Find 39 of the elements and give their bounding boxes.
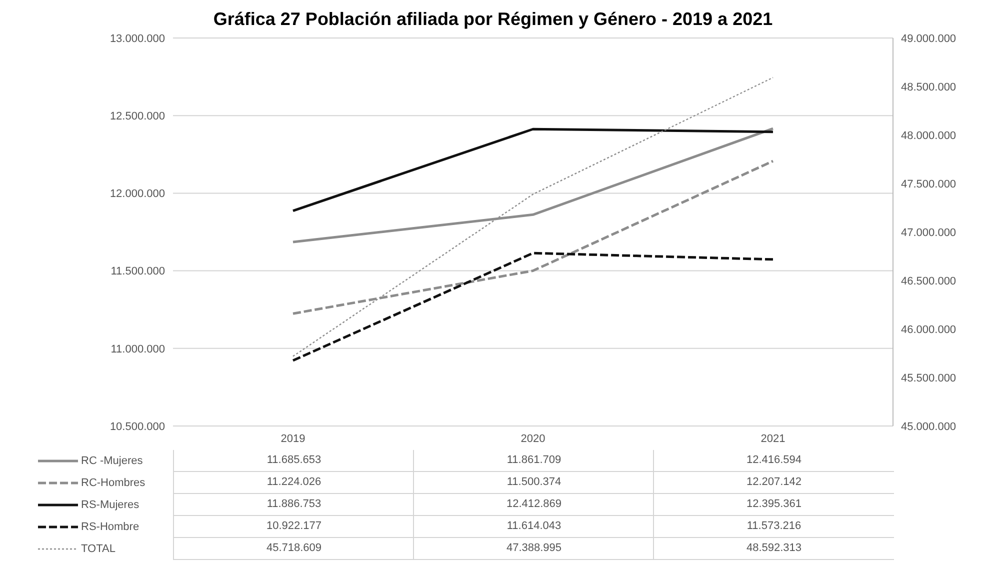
y2-tick-label: 48.000.000 [901, 130, 956, 142]
chart-title: Gráfica 27 Población afiliada por Régimen y Género - 2019 a 2021 [212, 8, 774, 30]
data-label: 11.573.216 [653, 516, 894, 538]
legend-label: RS-Mujeres [81, 499, 140, 511]
y-tick-label: 12.500.000 [110, 110, 165, 123]
data-label: 11.886.753 [173, 494, 414, 516]
y2-tick-label: 46.000.000 [901, 324, 956, 336]
y-tick-label: 10.500.000 [110, 420, 165, 433]
data-label: 12.395.361 [653, 494, 894, 516]
data-label: 12.416.594 [653, 450, 894, 472]
data-label: 11.500.374 [413, 472, 654, 494]
y-tick-label: 12.000.000 [110, 188, 165, 200]
data-label: 48.592.313 [653, 538, 894, 560]
data-label: 12.207.142 [653, 472, 894, 494]
y2-tick-label: 47.500.000 [901, 178, 956, 190]
y2-tick-label: 45.500.000 [901, 372, 956, 384]
x-tick-label: 2021 [760, 432, 786, 445]
y2-tick-label: 47.000.000 [901, 226, 956, 239]
y-tick-label: 13.000.000 [110, 32, 165, 45]
data-label: 11.861.709 [413, 450, 654, 472]
y2-tick-label: 46.500.000 [901, 275, 956, 288]
data-label: 11.614.043 [413, 516, 654, 538]
legend-label: RS-Hombre [81, 521, 140, 533]
y-tick-label: 11.000.000 [110, 343, 165, 356]
data-label: 47.388.995 [413, 538, 654, 560]
y2-tick-label: 45.000.000 [901, 420, 956, 433]
x-tick-label: 2019 [280, 432, 306, 445]
legend-label: RC-Hombres [81, 477, 146, 489]
data-label: 10.922.177 [173, 516, 414, 538]
data-label: 11.685.653 [173, 450, 414, 472]
y2-tick-label: 49.000.000 [901, 32, 956, 45]
legend-label: TOTAL [81, 543, 116, 555]
data-label: 45.718.609 [173, 538, 414, 560]
data-label: 12.412.869 [413, 494, 654, 516]
legend-label: RC -Mujeres [81, 455, 143, 467]
y-tick-label: 11.500.000 [110, 266, 165, 278]
data-label: 11.224.026 [173, 472, 414, 494]
x-tick-label: 2020 [520, 432, 546, 445]
y2-tick-label: 48.500.000 [901, 81, 956, 94]
